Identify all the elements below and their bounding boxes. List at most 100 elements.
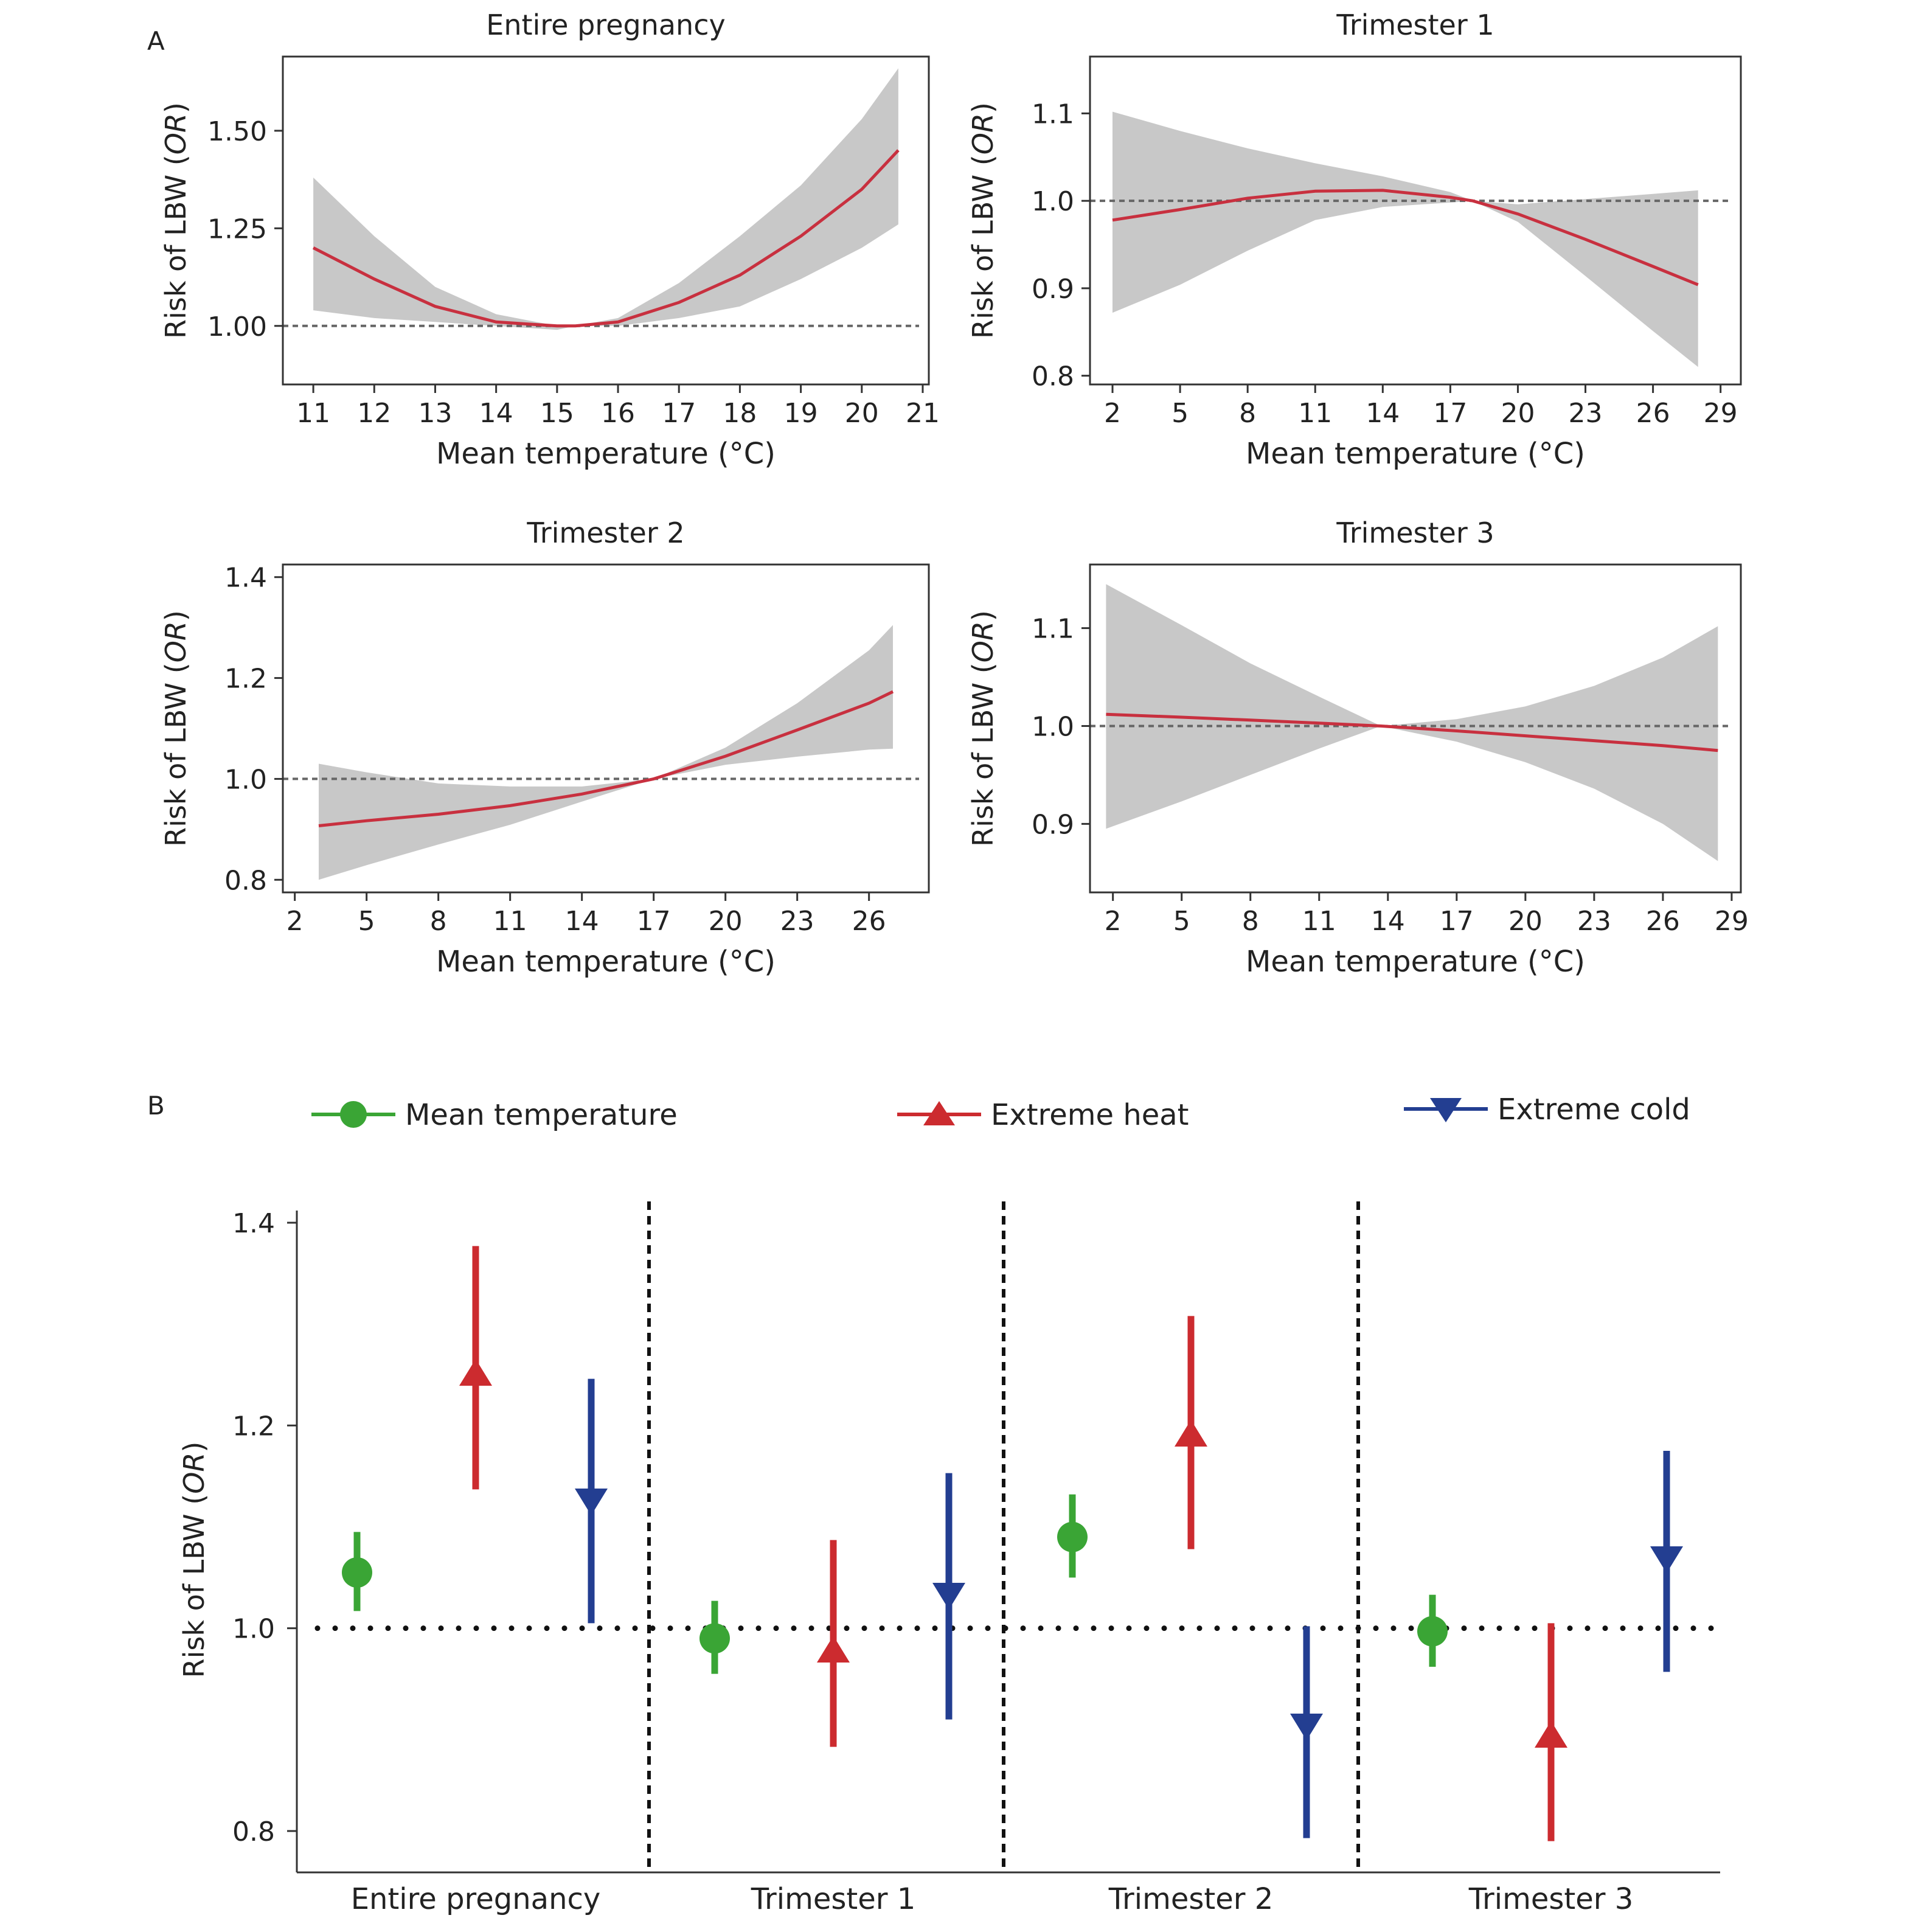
- y-tick-label: 1.2: [232, 1411, 275, 1442]
- confidence-band: [319, 625, 893, 880]
- x-tick-label: 8: [430, 906, 447, 937]
- y-tick-label: 1.25: [207, 214, 267, 245]
- extreme-heat-point: [1175, 1420, 1207, 1447]
- panel-title: Trimester 1: [1336, 9, 1494, 41]
- y-axis-label: Risk of LBW (OR): [159, 102, 192, 339]
- category-label: Entire pregnancy: [351, 1882, 601, 1916]
- legend-marker-triangle-down: [1430, 1098, 1462, 1122]
- extreme-cold-point: [1650, 1546, 1683, 1573]
- plot-frame: [1089, 55, 1742, 386]
- x-tick-label: 14: [565, 906, 599, 937]
- panel-trimester-3: 2 5 8 11 14 17 20 23 26 29 0.9 1.0 1.1 Trimester 3 Mea…: [967, 516, 1749, 979]
- estimate-curve: [1112, 189, 1699, 287]
- x-tick-label: 14: [479, 398, 513, 429]
- panel-a-label: A: [147, 26, 165, 56]
- x-tick-label: 29: [1704, 398, 1738, 429]
- x-tick-label: 16: [601, 398, 635, 429]
- y-tick-label: 0.8: [1032, 361, 1074, 392]
- extreme-heat-point: [817, 1636, 850, 1663]
- y-axis-label: Risk of LBW (OR): [967, 610, 999, 847]
- x-tick-label: 2: [1104, 398, 1121, 429]
- mean-temperature-point: [1057, 1521, 1088, 1552]
- y-tick-label: 1.00: [207, 311, 267, 342]
- mean-temperature-point: [699, 1623, 730, 1654]
- x-axis-label: Mean temperature (°C): [1246, 945, 1585, 979]
- x-tick-label: 8: [1239, 398, 1256, 429]
- x-tick-label: 19: [784, 398, 818, 429]
- panel-trimester-1: 2 5 8 11 14 17 20 23 26 29 0.8 0.9 1.0 1.1 Trimester 1…: [967, 9, 1742, 471]
- plot-frame: [282, 55, 930, 386]
- x-tick-label: 12: [357, 398, 391, 429]
- extreme-heat-point: [459, 1359, 492, 1386]
- y-tick-label: 1.50: [207, 116, 267, 147]
- panel-title: Trimester 3: [1336, 516, 1494, 549]
- y-tick-label: 1.4: [232, 1208, 275, 1239]
- legend-marker-triangle-up: [923, 1101, 955, 1125]
- y-tick-label: 1.2: [224, 664, 267, 695]
- panel-b-forest-plot: Mean temperature Extreme heat Extreme cold…: [178, 1093, 1723, 1916]
- x-tick-label: 11: [1302, 906, 1336, 937]
- x-tick-label: 20: [1508, 906, 1543, 937]
- x-tick-label: 26: [1636, 398, 1670, 429]
- plot-frame: [1089, 563, 1742, 894]
- x-tick-label: 20: [845, 398, 879, 429]
- y-tick-label: 0.8: [232, 1816, 275, 1847]
- legend-label: Extreme cold: [1498, 1093, 1690, 1127]
- panel-title: Trimester 2: [526, 516, 684, 549]
- x-tick-label: 17: [1433, 398, 1467, 429]
- plot-frame: [282, 563, 930, 894]
- x-tick-label: 2: [286, 906, 304, 937]
- x-tick-label: 15: [540, 398, 574, 429]
- extreme-cold-point: [575, 1489, 608, 1515]
- y-tick-label: 0.8: [224, 865, 267, 896]
- panel-entire-pregnancy: 11 12 13 14 15 16 17 18 19 20 21 1.00 1.25 1.50 Entire…: [159, 9, 940, 471]
- x-tick-label: 5: [1173, 906, 1190, 937]
- y-tick-label: 1.1: [1032, 614, 1074, 645]
- x-tick-label: 29: [1715, 906, 1749, 937]
- extreme-cold-point: [1290, 1714, 1323, 1740]
- x-tick-label: 5: [1171, 398, 1189, 429]
- x-axis-label: Mean temperature (°C): [436, 945, 776, 979]
- x-tick-label: 11: [1298, 398, 1332, 429]
- legend-label: Mean temperature: [405, 1098, 678, 1132]
- category-label: Trimester 3: [1468, 1882, 1634, 1916]
- x-tick-label: 23: [1577, 906, 1611, 937]
- y-axis-label: Risk of LBW (OR): [159, 610, 192, 847]
- x-tick-label: 17: [1440, 906, 1474, 937]
- x-tick-label: 11: [296, 398, 330, 429]
- x-tick-label: 21: [906, 398, 940, 429]
- x-tick-label: 26: [852, 906, 886, 937]
- x-tick-label: 14: [1366, 398, 1400, 429]
- estimate-curve: [1106, 712, 1718, 752]
- x-tick-label: 20: [709, 906, 743, 937]
- x-tick-label: 17: [637, 906, 671, 937]
- y-axis-label: Risk of LBW (OR): [178, 1442, 210, 1678]
- x-tick-label: 8: [1242, 906, 1259, 937]
- confidence-band: [313, 68, 898, 330]
- legend-marker-circle: [340, 1101, 367, 1128]
- x-tick-label: 18: [723, 398, 757, 429]
- x-tick-label: 20: [1501, 398, 1535, 429]
- x-tick-label: 23: [780, 906, 814, 937]
- mean-temperature-point: [342, 1557, 372, 1588]
- x-tick-label: 17: [662, 398, 696, 429]
- panel-title: Entire pregnancy: [486, 9, 725, 41]
- x-tick-label: 26: [1646, 906, 1680, 937]
- y-tick-label: 1.0: [1032, 186, 1074, 217]
- x-tick-label: 11: [493, 906, 527, 937]
- y-tick-label: 1.1: [1032, 99, 1074, 130]
- panel-b-label: B: [147, 1091, 165, 1121]
- confidence-band: [1112, 111, 1698, 367]
- estimate-curve: [312, 149, 900, 328]
- x-tick-label: 13: [418, 398, 452, 429]
- confidence-band: [1106, 584, 1718, 861]
- extreme-heat-point: [1535, 1721, 1567, 1748]
- x-tick-label: 5: [358, 906, 375, 937]
- legend-label: Extreme heat: [991, 1098, 1189, 1132]
- y-axis-label: Risk of LBW (OR): [967, 102, 999, 339]
- x-tick-label: 14: [1371, 906, 1405, 937]
- y-tick-label: 1.0: [232, 1614, 275, 1645]
- x-tick-label: 2: [1105, 906, 1122, 937]
- panel-trimester-2: 2 5 8 11 14 17 20 23 26 0.8 1.0 1.2 1.4 Trimester 2 Me…: [159, 516, 930, 979]
